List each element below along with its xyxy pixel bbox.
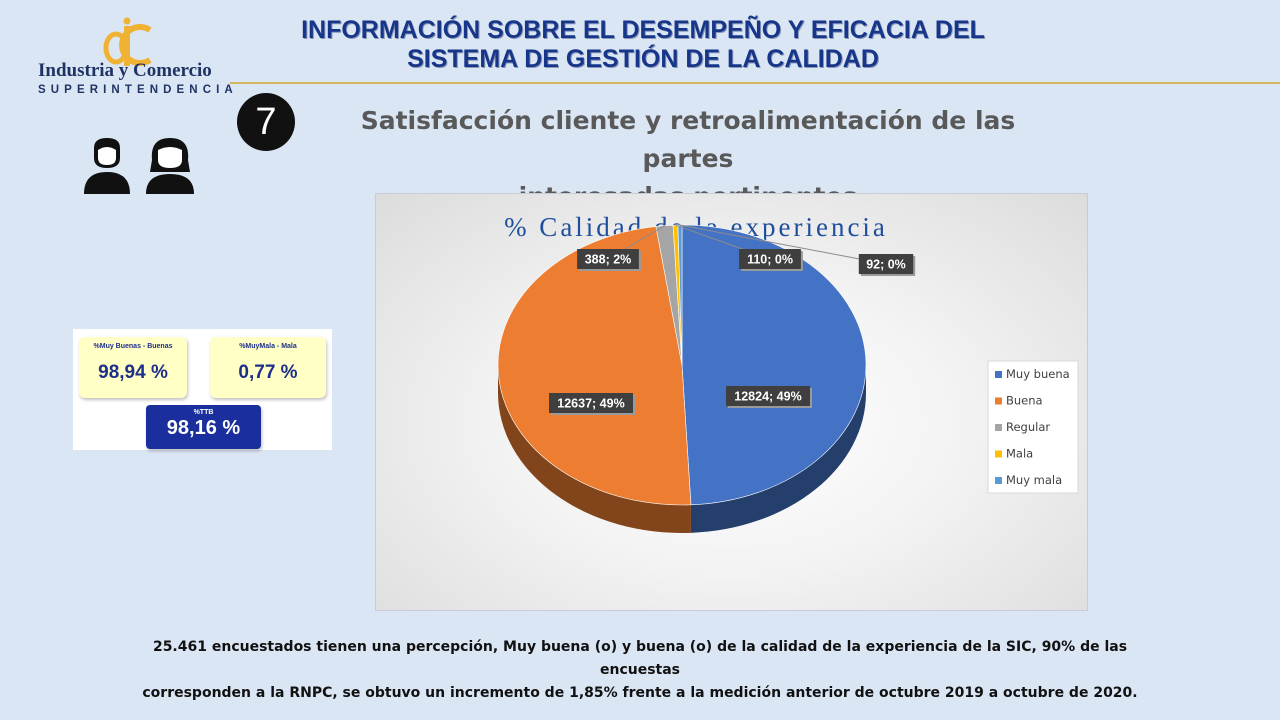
header-divider [230,82,1280,84]
chart-legend: Muy buena Buena Regular Mala Muy mala [987,360,1079,494]
sic-logo-mark-icon [103,17,152,66]
kpi-bad-label: %MuyMala - Mala [239,343,297,350]
legend-item-buena: Buena [1006,394,1043,408]
pie-chart: % Calidad de la experiencia 12824; 49%12… [375,193,1088,611]
kpi-ttb-value: 98,16 % [166,417,241,439]
kpi-bad-card: %MuyMala - Mala 0,77 % [210,337,326,398]
legend-swatch-regular [995,424,1002,431]
kpi-good-label: %Muy Buenas - Buenas [93,343,173,350]
pie-data-label-muy-buena: 12824; 49% [734,390,801,404]
legend-swatch-mala [995,450,1002,458]
logo-org-name: Industria y Comercio [38,60,212,81]
pie-leader-muy-mala [679,224,887,265]
pie-label-box-muy-buena [726,386,810,406]
sic-logo: Industria y Comercio SUPERINTENDENCIA [36,16,236,100]
legend-item-muy-buena: Muy buena [1006,367,1070,381]
footer-line2: corresponden a la RNPC, se obtuvo un inc… [142,685,1138,701]
kpi-good-card: %Muy Buenas - Buenas 98,94 % [79,337,187,398]
kpi-panel: %Muy Buenas - Buenas 98,94 % %MuyMala - … [73,329,332,450]
kpi-ttb-card: %TTB 98,16 % [146,405,261,449]
kpi-ttb-label: %TTB [193,409,214,416]
kpi-bad-value: 0,77 % [238,362,298,383]
pie-label-box-mala [739,249,801,269]
section-number-badge: 7 [237,93,295,151]
page-title: INFORMACIÓN SOBRE EL DESEMPEÑO Y EFICACI… [260,16,1026,74]
person-female-icon [146,138,194,194]
pie-data-label-regular: 388; 2% [585,253,632,267]
pie-data-label-buena: 12637; 49% [557,397,624,411]
pie-side-buena [498,365,691,533]
logo-org-sub: SUPERINTENDENCIA [38,84,238,96]
pie-data-label-muy-mala: 92; 0% [866,258,906,272]
people-icon-group [84,138,194,194]
kpi-good-value: 98,94 % [98,362,168,383]
legend-swatch-buena [995,397,1002,405]
pie-label-box-buena [549,393,633,413]
pie-slice-buena [497,226,692,506]
legend-item-regular: Regular [1006,420,1050,434]
pie-label-box-muy-mala [858,254,914,274]
pie-side-muy-buena [690,365,866,533]
page-title-line2: SISTEMA DE GESTIÓN DE LA CALIDAD [407,45,879,73]
footer-note: 25.461 encuestados tienen una percepción… [120,636,1160,705]
legend-box [987,360,1079,494]
pie-slice-muy-buena [681,224,867,506]
person-male-icon [84,138,130,194]
legend-swatch-muy-mala [995,477,1002,484]
pie-label-box-regular [577,249,639,269]
pie-chart-svg: % Calidad de la experiencia 12824; 49%12… [497,212,1079,533]
legend-item-muy-mala: Muy mala [1006,473,1062,487]
footer-line1: 25.461 encuestados tienen una percepción… [152,639,1128,678]
legend-item-mala: Mala [1006,447,1033,461]
section-title-line1: Satisfacción cliente y retroalimentación… [360,106,1016,173]
legend-swatch-muy-buena [995,371,1002,378]
pie-data-label-mala: 110; 0% [747,253,793,267]
page-title-line1: INFORMACIÓN SOBRE EL DESEMPEÑO Y EFICACI… [301,16,985,44]
